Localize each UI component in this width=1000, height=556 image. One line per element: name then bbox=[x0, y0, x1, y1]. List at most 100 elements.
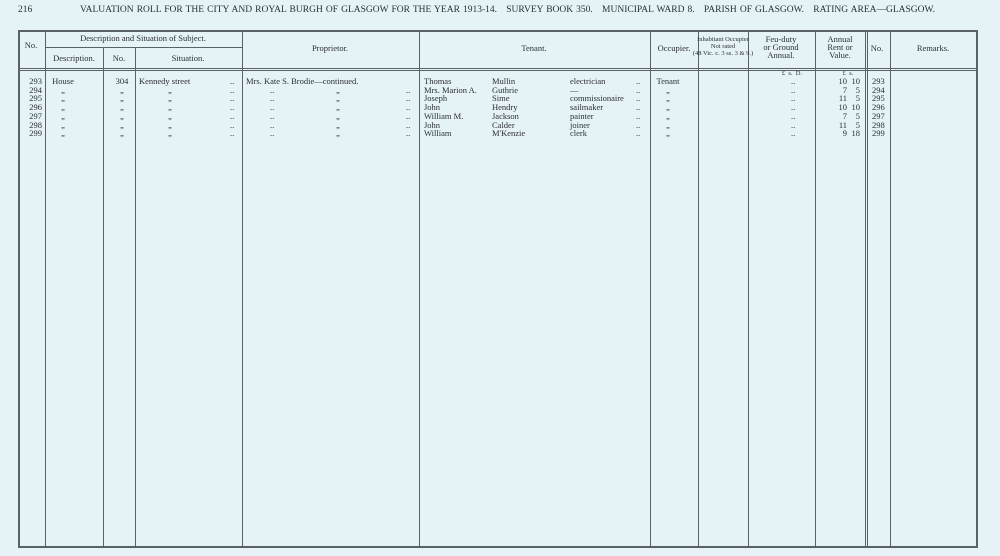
rule bbox=[242, 30, 243, 546]
row-no-right: 294 bbox=[872, 84, 885, 95]
leader: .. bbox=[636, 102, 641, 113]
description: „ bbox=[61, 128, 65, 139]
leader: .. bbox=[636, 128, 641, 139]
proprietor: „ bbox=[336, 110, 340, 121]
leader: .. bbox=[406, 93, 411, 104]
rule bbox=[815, 30, 816, 546]
situation: „ bbox=[168, 128, 172, 139]
unit-feu-duty: £ s. D. bbox=[781, 70, 803, 77]
header-occupier: Occupier. bbox=[657, 43, 691, 53]
row-no: 295 bbox=[29, 93, 42, 104]
subject-no: „ bbox=[120, 84, 124, 95]
header-feu-duty: Feu-duty bbox=[765, 34, 797, 44]
leader: .. bbox=[270, 128, 275, 139]
tenant-surname: Sime bbox=[492, 93, 510, 104]
leader: .. bbox=[406, 102, 411, 113]
rule bbox=[650, 30, 651, 546]
header-inhabitant: Not rated bbox=[710, 43, 736, 50]
row-no: 298 bbox=[29, 119, 42, 130]
rule bbox=[18, 30, 976, 32]
row-no: 296 bbox=[29, 102, 42, 113]
rent-shillings: 5 bbox=[855, 93, 860, 104]
leader: .. bbox=[636, 110, 641, 121]
leader: .. bbox=[791, 76, 796, 86]
description: „ bbox=[61, 102, 65, 113]
tenant-surname: Jackson bbox=[492, 110, 519, 121]
leader: .. bbox=[791, 128, 796, 139]
situation: „ bbox=[168, 93, 172, 104]
leader: .. bbox=[406, 128, 411, 139]
description: „ bbox=[61, 84, 65, 95]
rule bbox=[45, 47, 242, 48]
leader: .. bbox=[791, 93, 796, 104]
tenant-occupation: — bbox=[570, 84, 579, 95]
description: „ bbox=[61, 119, 65, 130]
leader: .. bbox=[270, 102, 275, 113]
rule bbox=[976, 30, 978, 548]
leader: .. bbox=[230, 84, 235, 95]
row-no-right: 297 bbox=[872, 110, 885, 121]
row-no: 293 bbox=[29, 76, 42, 86]
leader: .. bbox=[270, 110, 275, 121]
rule bbox=[18, 30, 20, 546]
leader: .. bbox=[406, 110, 411, 121]
rule bbox=[748, 30, 749, 546]
subject-no: 304 bbox=[115, 76, 129, 86]
leader: .. bbox=[270, 119, 275, 130]
tenant-surname: Guthrie bbox=[492, 84, 518, 95]
tenant-occupation: painter bbox=[570, 110, 594, 121]
rule bbox=[103, 47, 104, 546]
rent-pounds: 10 bbox=[838, 102, 848, 113]
header-annual: Value. bbox=[829, 50, 851, 60]
rent-shillings: 5 bbox=[855, 84, 860, 95]
occupier: „ bbox=[666, 84, 670, 95]
rule bbox=[18, 70, 976, 71]
occupier: „ bbox=[666, 128, 670, 139]
row-no: 297 bbox=[29, 110, 42, 121]
leader: .. bbox=[791, 119, 796, 130]
rent-shillings: 18 bbox=[851, 128, 861, 139]
subject-no: „ bbox=[120, 128, 124, 139]
header-proprietor: Proprietor. bbox=[311, 43, 349, 53]
rent-pounds: 9 bbox=[842, 128, 847, 139]
page-number: 216 bbox=[18, 5, 33, 15]
tenant-first-name: John bbox=[424, 119, 441, 130]
rule bbox=[867, 30, 868, 546]
rent-pounds: 7 bbox=[842, 110, 847, 121]
subject-no: „ bbox=[120, 93, 124, 104]
header-inhabitant: Inhabitant Occupier bbox=[697, 36, 749, 43]
leader: .. bbox=[230, 102, 235, 113]
occupier: „ bbox=[666, 102, 670, 113]
leader: .. bbox=[230, 110, 235, 121]
header-description: Description. bbox=[53, 53, 95, 63]
tenant-surname: Calder bbox=[492, 119, 515, 130]
tenant-surname: Mullin bbox=[492, 76, 516, 86]
tenant-occupation: sailmaker bbox=[570, 102, 604, 113]
page-title: VALUATION ROLL FOR THE CITY AND ROYAL BU… bbox=[80, 5, 935, 15]
occupier: „ bbox=[666, 110, 670, 121]
header-situation: Situation. bbox=[171, 53, 205, 63]
description: „ bbox=[61, 110, 65, 121]
row-no-right: 296 bbox=[872, 102, 885, 113]
leader: .. bbox=[636, 119, 641, 130]
subject-no: „ bbox=[120, 102, 124, 113]
tenant-occupation: clerk bbox=[570, 128, 587, 139]
row-no: 294 bbox=[29, 84, 42, 95]
header-feu-duty: Annual. bbox=[767, 50, 795, 60]
leader: .. bbox=[270, 84, 275, 95]
tenant-occupation: electrician bbox=[570, 76, 606, 86]
row-no-right: 299 bbox=[872, 128, 885, 139]
leader: .. bbox=[406, 119, 411, 130]
subject-no: „ bbox=[120, 119, 124, 130]
proprietor: „ bbox=[336, 128, 340, 139]
subject-no: „ bbox=[120, 110, 124, 121]
tenant-first-name: John bbox=[424, 102, 441, 113]
proprietor: „ bbox=[336, 102, 340, 113]
tenant-first-name: Joseph bbox=[424, 93, 448, 104]
rent-pounds: 10 bbox=[838, 76, 848, 86]
header-inhabitant: (48 Vic. c. 3 ss. 3 & 9.) bbox=[692, 50, 754, 57]
tenant-first-name: William bbox=[424, 128, 452, 139]
header-annual: Annual bbox=[827, 34, 853, 44]
leader: .. bbox=[636, 76, 641, 86]
rent-pounds: 11 bbox=[838, 119, 847, 130]
